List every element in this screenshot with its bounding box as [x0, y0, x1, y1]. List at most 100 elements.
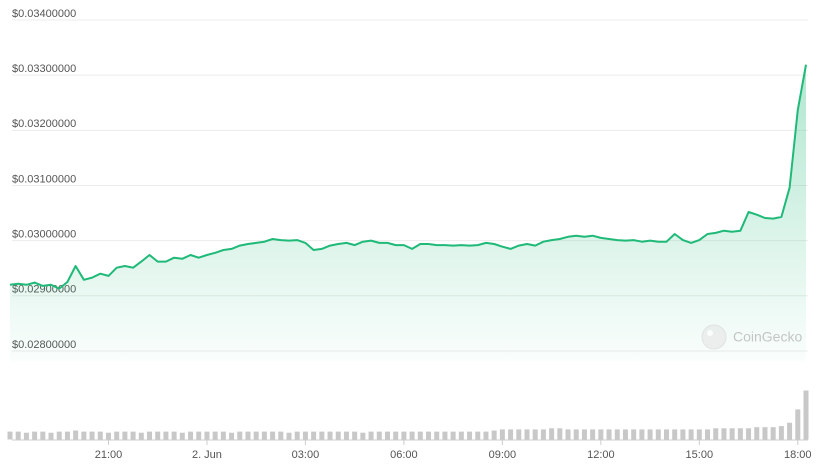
volume-bar — [794, 408, 802, 441]
volume-bar — [556, 427, 564, 441]
watermark: CoinGecko — [701, 324, 802, 350]
x-tick-label: 18:00 — [784, 449, 812, 461]
volume-bar — [392, 430, 400, 441]
price-area — [10, 64, 806, 362]
volume-bar — [6, 430, 14, 441]
volume-bar — [96, 430, 104, 441]
volume-bar — [704, 428, 712, 441]
volume-bar — [244, 430, 252, 441]
volume-bar — [777, 425, 785, 441]
volume-bar — [277, 430, 285, 441]
volume-bar — [260, 430, 268, 441]
volume-bar — [318, 430, 326, 441]
volume-bar — [146, 430, 154, 441]
volume-bar — [31, 430, 39, 441]
volume-bar — [326, 430, 334, 441]
volume-bar — [269, 430, 277, 441]
volume-bar — [219, 430, 227, 441]
volume-bar — [466, 430, 474, 441]
volume-bar — [712, 427, 720, 441]
watermark-text: CoinGecko — [733, 329, 802, 345]
volume-bar — [548, 427, 556, 441]
volume-bar — [162, 430, 170, 441]
volume-bar — [523, 428, 531, 441]
volume-bar — [786, 421, 794, 441]
x-tick-label: 09:00 — [489, 449, 517, 461]
volume-bar — [736, 427, 744, 441]
volume-bar — [646, 428, 654, 441]
volume-bar — [301, 430, 309, 441]
volume-bar — [203, 430, 211, 441]
volume-bar — [630, 428, 638, 441]
y-tick-label: $0.03000000 — [12, 229, 76, 241]
volume-bar — [367, 430, 375, 441]
volume-bar — [359, 431, 367, 441]
volume-bar — [433, 430, 441, 441]
volume-bar — [638, 428, 646, 441]
volume-bar — [375, 430, 383, 441]
volume-bar — [342, 430, 350, 441]
volume-bar — [80, 430, 88, 441]
volume-bar — [400, 430, 408, 441]
volume-bar — [14, 430, 22, 441]
volume-bar — [211, 430, 219, 441]
volume-bar — [687, 428, 695, 441]
volume-bar — [441, 430, 449, 441]
price-line — [9, 64, 807, 290]
volume-bar — [539, 428, 547, 441]
volume-bar — [597, 428, 605, 441]
volume-bar — [252, 430, 260, 441]
x-tick-label: 12:00 — [587, 449, 615, 461]
volume-bar — [564, 428, 572, 441]
x-tick-label: 06:00 — [390, 449, 418, 461]
volume-bar — [170, 430, 178, 441]
volume-bar — [802, 389, 810, 441]
volume-bar — [671, 428, 679, 441]
y-tick-label: $0.03100000 — [12, 173, 76, 185]
volume-bar — [580, 428, 588, 441]
volume-bar — [137, 431, 145, 441]
volume-bar — [47, 431, 55, 441]
volume-bar — [55, 430, 63, 441]
volume-bar — [187, 430, 195, 441]
volume-bar — [482, 430, 490, 441]
x-tick-label: 03:00 — [292, 449, 320, 461]
volume-bar — [310, 430, 318, 441]
volume-bar — [121, 430, 129, 441]
volume-bar — [613, 428, 621, 441]
volume-bar — [474, 430, 482, 441]
volume-bar — [695, 428, 703, 441]
volume-bar — [449, 430, 457, 441]
volume-bar — [285, 431, 293, 441]
volume-bar — [22, 431, 30, 441]
volume-bar — [662, 428, 670, 441]
volume-bar — [498, 428, 506, 441]
x-tick-label: 2. Jun — [192, 449, 222, 461]
volume-bar — [334, 430, 342, 441]
volume-bar — [753, 426, 761, 441]
y-tick-label: $0.03300000 — [12, 63, 76, 75]
volume-bar — [113, 430, 121, 441]
y-tick-label: $0.03400000 — [12, 8, 76, 20]
volume-bar — [293, 430, 301, 441]
volume-bar — [408, 430, 416, 441]
volume-bar — [531, 428, 539, 441]
x-tick-label: 15:00 — [686, 449, 714, 461]
volume-bar — [195, 430, 203, 441]
volume-bar — [228, 431, 236, 441]
y-tick-label: $0.03200000 — [12, 118, 76, 130]
volume-bar — [605, 428, 613, 441]
volume-bar — [490, 429, 498, 441]
volume-bar — [769, 426, 777, 441]
volume-bar — [416, 430, 424, 441]
volume-bar — [515, 428, 523, 441]
volume-bar — [728, 427, 736, 441]
volume-bar — [383, 430, 391, 441]
volume-bar — [351, 430, 359, 441]
volume-bar — [88, 430, 96, 441]
volume-bar — [572, 428, 580, 441]
volume-bar — [154, 430, 162, 441]
volume-bar — [236, 430, 244, 441]
volume-bar — [761, 426, 769, 441]
